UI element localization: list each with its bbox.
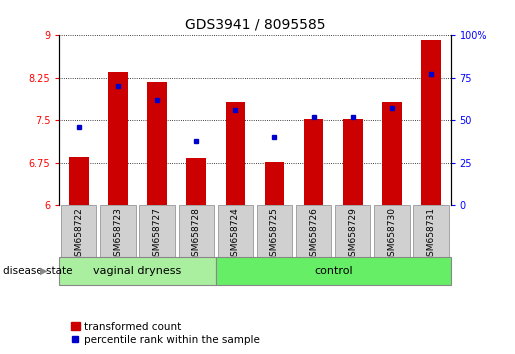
Bar (296, 205, 331, 257)
Bar (140, 205, 175, 257)
Text: disease state: disease state (3, 266, 72, 276)
Bar (304, 119, 323, 205)
Bar (226, 102, 245, 205)
Text: ▶: ▶ (40, 266, 47, 276)
Title: GDS3941 / 8095585: GDS3941 / 8095585 (185, 17, 325, 32)
Bar (382, 102, 402, 205)
Text: GSM658722: GSM658722 (74, 207, 83, 262)
Text: vaginal dryness: vaginal dryness (93, 266, 182, 276)
Text: GSM658728: GSM658728 (192, 207, 201, 262)
Bar (59, 257, 216, 285)
Text: GSM658723: GSM658723 (113, 207, 123, 262)
Text: GSM658729: GSM658729 (348, 207, 357, 262)
Text: control: control (314, 266, 352, 276)
Text: GSM658727: GSM658727 (152, 207, 162, 262)
Bar (108, 72, 128, 205)
Bar (414, 205, 449, 257)
Bar (147, 82, 167, 205)
Bar (179, 205, 214, 257)
Bar (186, 158, 206, 205)
Bar (216, 257, 451, 285)
Bar (69, 157, 89, 205)
Bar (265, 162, 284, 205)
Bar (421, 40, 441, 205)
Bar (61, 205, 96, 257)
Bar (100, 205, 135, 257)
Text: GSM658724: GSM658724 (231, 207, 240, 262)
Bar (374, 205, 409, 257)
Text: GSM658726: GSM658726 (309, 207, 318, 262)
Bar (257, 205, 292, 257)
Bar (218, 205, 253, 257)
Text: GSM658731: GSM658731 (426, 207, 436, 262)
Legend: transformed count, percentile rank within the sample: transformed count, percentile rank withi… (67, 317, 264, 349)
Text: GSM658730: GSM658730 (387, 207, 397, 262)
Text: GSM658725: GSM658725 (270, 207, 279, 262)
Bar (335, 205, 370, 257)
Bar (343, 119, 363, 205)
